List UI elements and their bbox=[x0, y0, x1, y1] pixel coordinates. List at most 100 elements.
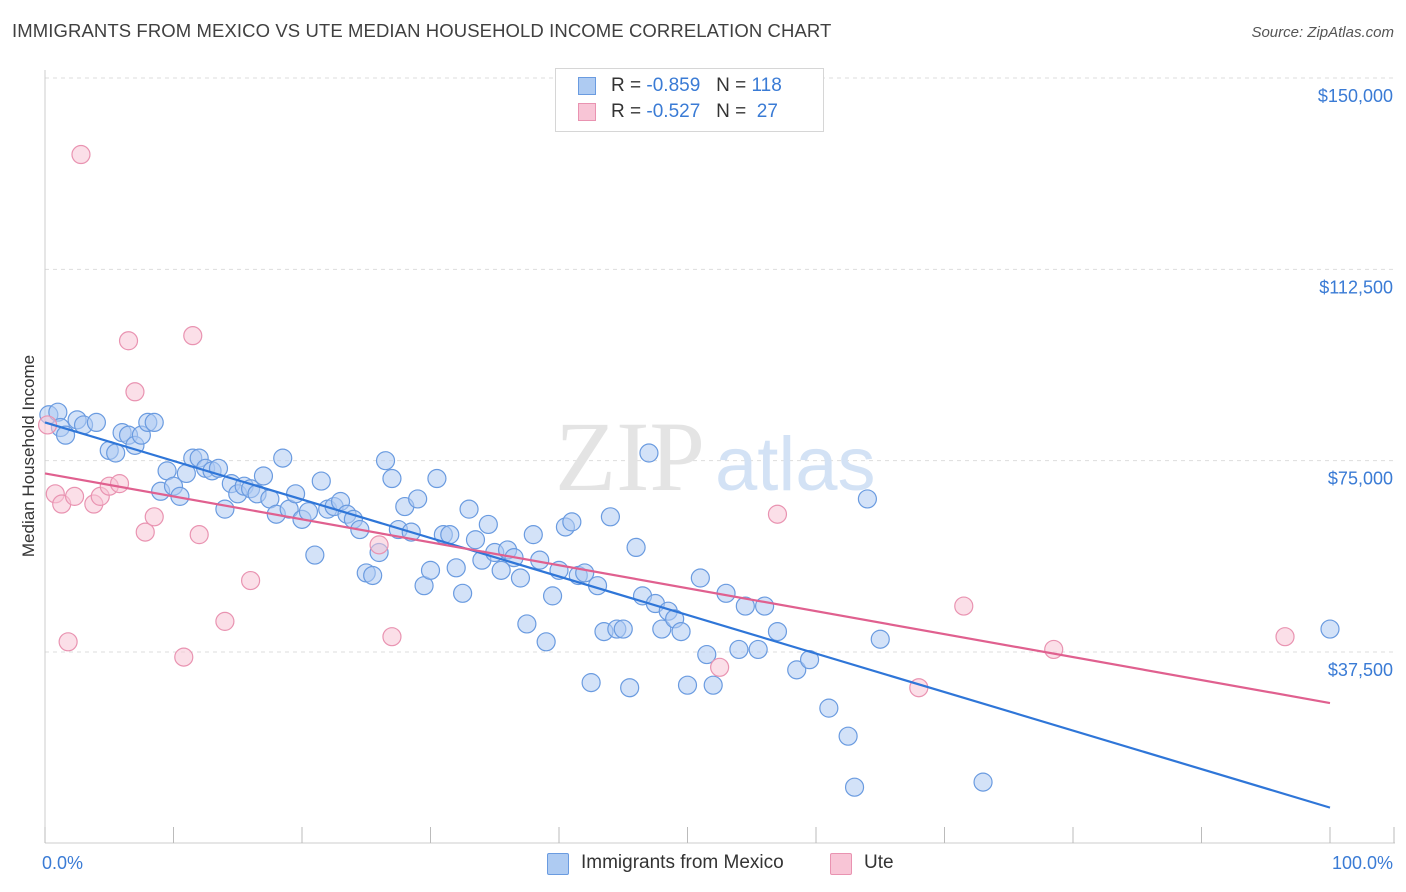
mexico-point bbox=[838, 726, 858, 746]
mexico-point bbox=[427, 468, 447, 489]
trend-lines bbox=[44, 421, 1331, 809]
x-tick-label: 100.0% bbox=[1332, 853, 1393, 873]
ute-trend-line bbox=[44, 472, 1331, 705]
legend-n-label: N = bbox=[716, 101, 747, 122]
mexico-point bbox=[787, 660, 807, 680]
source-label: Source: ZipAtlas.com bbox=[1251, 24, 1394, 41]
chart-title: IMMIGRANTS FROM MEXICO VS UTE MEDIAN HOU… bbox=[12, 20, 832, 41]
ute-point bbox=[58, 632, 78, 652]
mexico-point bbox=[408, 489, 428, 509]
ute-point bbox=[109, 474, 130, 494]
mexico-point bbox=[613, 619, 633, 639]
mexico-point bbox=[735, 596, 755, 616]
mexico-point bbox=[844, 777, 865, 797]
correlation-legend: R = -0.859 N = 118 R = -0.527 N = 27 bbox=[555, 68, 824, 132]
mexico-point bbox=[420, 560, 441, 580]
mexico-point bbox=[144, 412, 164, 432]
watermark: ZIP atlas bbox=[555, 401, 876, 512]
ute-point bbox=[174, 647, 194, 667]
legend-n-value: 27 bbox=[756, 101, 778, 122]
mexico-point bbox=[819, 698, 839, 718]
tick-labels: $150,000 $112,500 $75,000 $37,500 0.0% 100.0% bbox=[42, 86, 1393, 873]
bottom-legend-swatch-pink bbox=[830, 853, 852, 875]
ute-point bbox=[144, 507, 164, 527]
mexico-point bbox=[459, 499, 479, 519]
bottom-legend-label-ute: Ute bbox=[864, 852, 894, 873]
mexico-point bbox=[857, 489, 878, 509]
mexico-point bbox=[626, 537, 646, 558]
mexico-point bbox=[305, 545, 325, 565]
legend-r-value: -0.859 bbox=[646, 75, 701, 96]
mexico-point bbox=[86, 412, 107, 432]
mexico-point bbox=[677, 675, 698, 695]
ute-point bbox=[1275, 627, 1295, 647]
mexico-point bbox=[748, 639, 768, 660]
y-tick-label: $75,000 bbox=[1328, 469, 1393, 489]
ute-point bbox=[215, 611, 235, 631]
mexico-point bbox=[273, 448, 293, 468]
mexico-point bbox=[311, 471, 331, 491]
ute-point bbox=[125, 382, 145, 402]
legend-n-label: N = bbox=[716, 75, 747, 96]
bottom-legend-label-mexico: Immigrants from Mexico bbox=[581, 852, 784, 873]
legend-swatch-pink bbox=[578, 103, 596, 121]
mexico-point bbox=[690, 568, 710, 588]
mexico-point bbox=[491, 560, 511, 580]
mexico-point bbox=[298, 502, 319, 522]
legend-r-label: R = bbox=[611, 75, 642, 96]
mexico-point bbox=[671, 621, 691, 642]
mexico-point bbox=[542, 586, 563, 606]
ute-point bbox=[135, 522, 155, 542]
mexico-point bbox=[106, 443, 126, 463]
legend-swatch-blue bbox=[578, 77, 596, 95]
bottom-legend-swatch-blue bbox=[547, 853, 569, 875]
ute-point bbox=[241, 570, 261, 591]
mexico-point bbox=[382, 468, 402, 489]
mexico-point bbox=[517, 614, 537, 634]
ute-point bbox=[118, 331, 139, 351]
y-axis-title: Median Household Income bbox=[19, 355, 38, 557]
watermark-zip: ZIP bbox=[555, 401, 705, 512]
mexico-point bbox=[562, 512, 582, 532]
mexico-point bbox=[510, 568, 531, 588]
axes bbox=[44, 70, 1395, 844]
y-tick-label: $150,000 bbox=[1318, 86, 1393, 106]
mexico-point bbox=[703, 675, 723, 695]
mexico-point bbox=[363, 565, 383, 586]
ute-point bbox=[767, 504, 788, 524]
watermark-atlas: atlas bbox=[715, 422, 876, 507]
mexico-point bbox=[697, 644, 717, 665]
mexico-point bbox=[729, 639, 749, 660]
mexico-point bbox=[465, 530, 486, 550]
mexico-trend-line bbox=[44, 421, 1331, 809]
ute-point bbox=[369, 535, 389, 555]
x-tick-label: 0.0% bbox=[42, 853, 83, 873]
mexico-point bbox=[652, 619, 672, 639]
ute-point bbox=[710, 657, 730, 677]
mexico-point bbox=[453, 583, 473, 603]
mexico-point bbox=[1320, 619, 1340, 639]
mexico-point bbox=[767, 621, 788, 642]
ute-point bbox=[71, 144, 91, 165]
mexico-point bbox=[253, 466, 274, 486]
ute-point bbox=[64, 486, 85, 506]
mexico-point bbox=[600, 507, 621, 527]
ute-point bbox=[189, 525, 209, 545]
mexico-point bbox=[536, 632, 556, 652]
mexico-point bbox=[446, 558, 466, 578]
mexico-point bbox=[375, 451, 396, 471]
mexico-point bbox=[620, 678, 640, 698]
legend-n-value: 118 bbox=[751, 75, 782, 96]
ute-point bbox=[954, 596, 974, 616]
mexico-point bbox=[639, 443, 659, 463]
y-tick-label: $112,500 bbox=[1319, 277, 1393, 297]
legend-r-value: -0.527 bbox=[646, 101, 701, 122]
mexico-point bbox=[523, 525, 543, 545]
ute-point bbox=[183, 326, 203, 346]
ute-point bbox=[382, 627, 402, 647]
y-tick-label: $37,500 bbox=[1328, 660, 1393, 680]
mexico-point bbox=[870, 629, 890, 649]
legend-r-label: R = bbox=[611, 101, 642, 122]
mexico-point bbox=[215, 499, 235, 519]
gridlines bbox=[45, 77, 1395, 653]
